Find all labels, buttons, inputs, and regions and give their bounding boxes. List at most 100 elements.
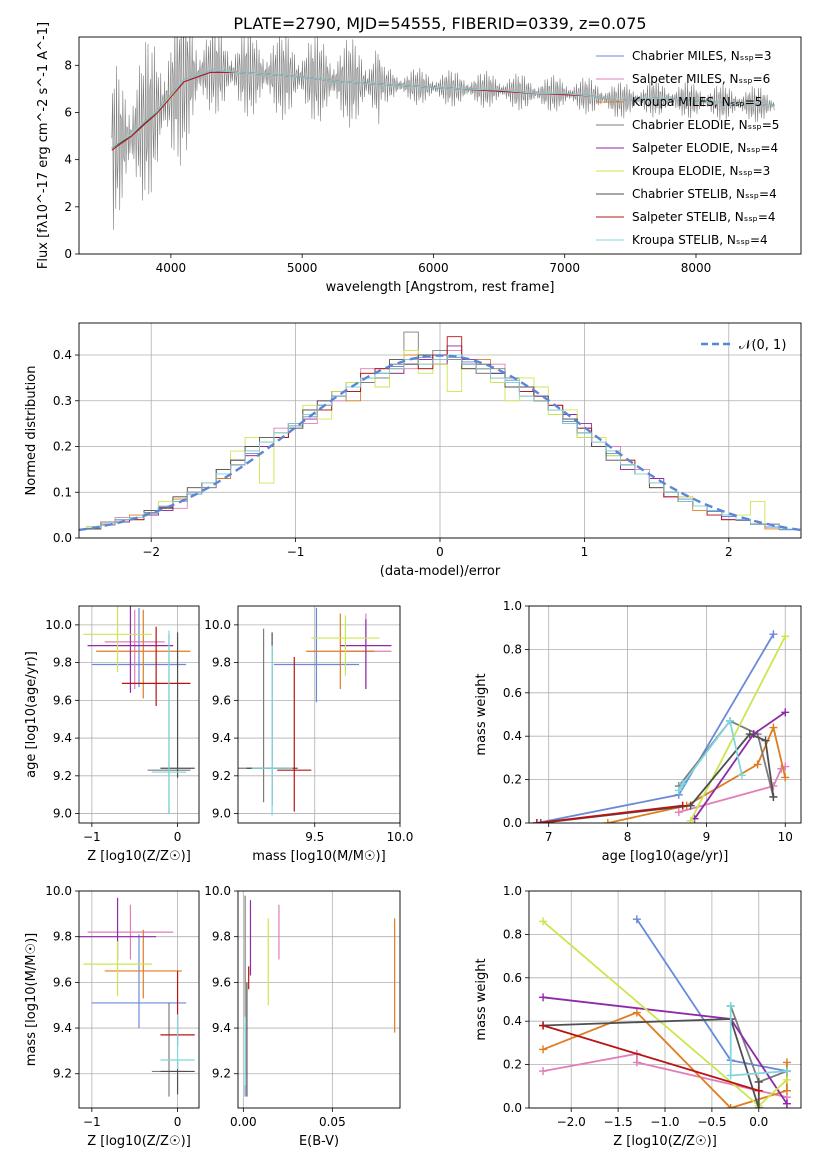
y-axis-label: mass weight [474,958,489,1040]
y-tick-label: 9.4 [212,1021,231,1035]
panel-spectrum: 4000 5000 6000 7000 8000 0 2 4 6 8 Chabrier MILES,… [36,22,802,295]
y-tick-label: 9.0 [212,807,231,821]
x-axis-label: age [log10(age/yr)] [602,849,729,864]
weight-marker [678,801,687,810]
weight-marker [686,816,695,823]
plot-area [83,606,195,814]
axes-frame [237,890,401,1109]
weight-marker [674,808,683,817]
x-tick-label: 10 [778,830,793,844]
weight-line [543,1018,760,1108]
weight-marker [603,819,612,823]
y-tick-label: 1.0 [503,599,522,613]
weight-marker [761,736,770,745]
spectrum-model-line [111,71,618,151]
y-tick-label: 9.2 [212,769,231,783]
panel-mass_vs_ebv: 0.00 0.05 9.2 9.4 9.6 9.8 10.0 E(B-V) [204,884,401,1149]
weight-marker [754,1104,763,1108]
y-tick-label: 0.6 [503,686,522,700]
x-tick-label: 1 [581,545,589,559]
x-tick-label: 8000 [681,261,712,275]
weight-line [678,718,743,791]
y-axis-label: age [log10(age/yr)] [24,651,39,778]
weight-marker [726,1104,735,1108]
weight-marker [781,773,790,782]
weight-marker [781,708,790,717]
y-tick-label: 0 [64,247,72,261]
weight-line [689,635,787,822]
panel-mass_vs_z: −1 0 9.2 9.4 9.6 9.8 10.0 Z [log10(Z/Z☉)] mass [… [24,884,200,1149]
weight-marker [769,723,778,732]
weight-marker [539,993,548,1002]
y-tick-label: 0.2 [53,440,72,454]
legend-entry: Chabrier MILES, Nₛₛₚ=3 [632,49,772,63]
weight-marker [782,1099,791,1108]
y-tick-label: 9.8 [212,930,231,944]
weight-marker [782,1067,791,1076]
y-tick-label: 9.6 [53,975,72,989]
y-tick-label: 9.4 [53,731,72,745]
legend-entry: Kroupa STELIB, Nₛₛₚ=4 [632,233,768,247]
y-tick-label: 0.4 [53,348,72,362]
x-axis-label: (data-model)/error [380,564,501,579]
weight-marker [539,1021,548,1030]
y-tick-label: 9.2 [53,769,72,783]
y-tick-label: 9.6 [53,693,72,707]
plot-area [111,37,775,230]
weight-line [542,1024,760,1092]
y-tick-label: 9.2 [212,1067,231,1081]
y-tick-label: 9.4 [212,731,231,745]
y-tick-label: 0.8 [503,927,522,941]
x-tick-label: −1 [83,830,101,844]
weight-marker [754,1086,763,1095]
x-tick-label: 4000 [156,261,187,275]
weight-marker [726,1002,735,1011]
axes-frame [78,322,802,539]
x-tick-label: 5000 [287,261,318,275]
weight-marker [726,1071,735,1080]
spectrum-data-line [111,37,775,230]
weight-marker [769,630,778,639]
panel-residuals: −2 −1 0 1 2 0.0 0.1 0.2 0.3 0.4 𝒩(0, 1) (data-model… [24,322,802,579]
weight-marker [539,1067,548,1076]
weight-line [536,804,683,823]
y-tick-label: 0.1 [53,485,72,499]
x-tick-label: 10.0 [387,830,414,844]
legend-entry: 𝒩(0, 1) [739,338,786,353]
weight-marker [539,1045,548,1054]
x-tick-label: 6000 [418,261,449,275]
spectrum-model-line [111,69,775,149]
weight-line [540,732,775,823]
figure-title: PLATE=2790, MJD=54555, FIBERID=0339, z=0… [233,14,646,33]
y-tick-label: 9.2 [53,1067,72,1081]
axes-frame [528,890,802,1109]
weight-marker [678,779,687,788]
x-tick-label: −0.5 [697,1115,726,1129]
y-tick-label: 0.3 [53,394,72,408]
weight-marker [754,1077,763,1086]
y-tick-label: 0.4 [503,1014,522,1028]
y-tick-label: 0.2 [503,773,522,787]
y-axis-label: mass weight [474,673,489,755]
x-axis-label: Z [log10(Z/Z☉)] [87,1134,191,1149]
x-tick-label: 0.0 [749,1115,768,1129]
weight-marker [726,717,735,726]
axes-frame [237,605,401,824]
y-tick-label: 10.0 [204,884,231,898]
x-tick-label: −2.0 [557,1115,586,1129]
plot-area [79,897,195,1097]
x-tick-label: 9.5 [305,830,324,844]
legend-entry: Chabrier STELIB, Nₛₛₚ=4 [632,187,777,201]
y-tick-label: 9.8 [212,656,231,670]
legend-entry: Salpeter MILES, Nₛₛₚ=6 [632,72,770,86]
spectrum-model-line [111,69,618,149]
y-tick-label: 1.0 [503,884,522,898]
weight-marker [745,730,754,739]
axes-frame [528,605,802,824]
x-tick-label: −1.5 [604,1115,633,1129]
x-axis-label: mass [log10(M/M☉)] [252,849,385,864]
weight-marker [781,632,790,641]
weight-marker [632,1008,641,1017]
